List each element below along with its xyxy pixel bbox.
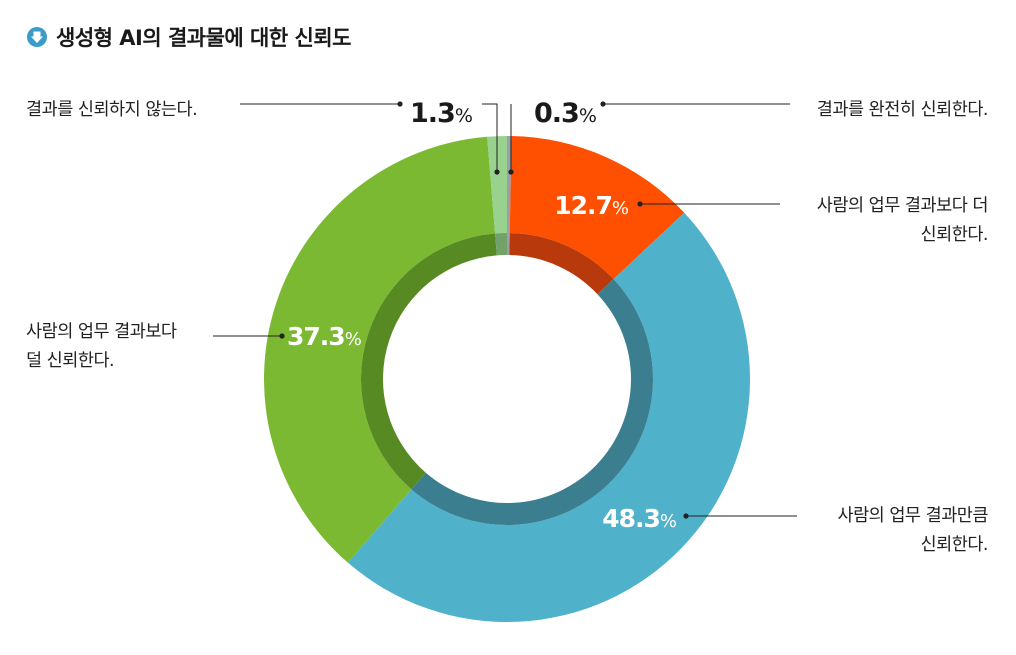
- leader-dot-completely: [508, 169, 514, 175]
- label-trust-more-line2: 신뢰한다.: [920, 225, 989, 245]
- slice-inner-band-more: [509, 233, 614, 295]
- value-label-less: 37.3%: [287, 322, 362, 351]
- slice-more: [509, 136, 685, 280]
- value-label-completely: 0.3%: [534, 98, 596, 129]
- label-trust-more: 사람의 업무 결과보다 더 신뢰한다.: [816, 192, 989, 250]
- slice-same: [347, 212, 751, 623]
- value-label-not: 1.3%: [410, 98, 472, 129]
- slice-inner-band-same: [411, 279, 653, 525]
- label-completely-trust: 결과를 완전히 신뢰한다.: [816, 100, 989, 120]
- label-trust-same-line1: 사람의 업무 결과만큼: [837, 506, 988, 526]
- leader-dot-same: [683, 513, 689, 519]
- label-trust-less-line1: 사람의 업무 결과보다: [26, 322, 177, 342]
- slice-inner-band-not: [495, 233, 507, 256]
- chart-title-text: 생성형 AI의 결과물에 대한 신뢰도: [56, 26, 351, 50]
- slice-completely: [507, 136, 512, 234]
- leader-line-not-slice: [482, 103, 498, 173]
- slice-not: [487, 136, 507, 234]
- leader-dot-completely-right: [600, 101, 606, 107]
- label-trust-more-line1: 사람의 업무 결과보다 더: [816, 196, 989, 216]
- leader-dot-less: [279, 333, 285, 339]
- label-trust-same-line2: 신뢰한다.: [920, 535, 989, 555]
- leader-dot-not-slice: [494, 169, 500, 175]
- slice-inner-band-completely: [507, 233, 510, 256]
- label-trust-less: 사람의 업무 결과보다 덜 신뢰한다.: [26, 318, 177, 376]
- chart-title: 생성형 AI의 결과물에 대한 신뢰도: [26, 22, 351, 52]
- slice-less: [263, 136, 496, 563]
- value-label-more: 12.7%: [554, 191, 629, 220]
- label-trust-same: 사람의 업무 결과만큼 신뢰한다.: [837, 502, 988, 560]
- slice-inner-band-less: [361, 233, 497, 490]
- leader-dot-more: [637, 201, 643, 207]
- value-label-same: 48.3%: [602, 504, 677, 533]
- down-arrow-circle-icon: [27, 27, 47, 47]
- label-not-trust: 결과를 신뢰하지 않는다.: [26, 100, 198, 120]
- label-trust-less-line2: 덜 신뢰한다.: [26, 351, 115, 371]
- leader-dot-not: [397, 101, 403, 107]
